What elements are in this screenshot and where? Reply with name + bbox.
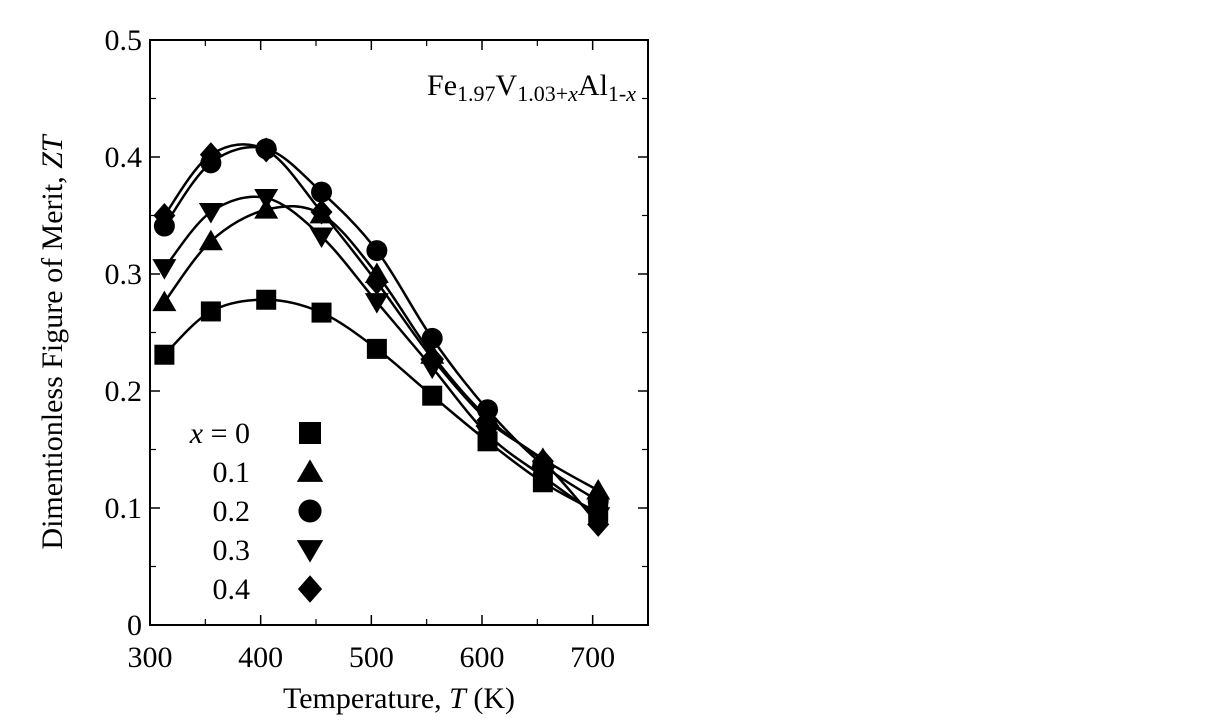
data-point	[587, 511, 610, 537]
x-tick-label: 500	[349, 641, 394, 674]
data-point	[587, 490, 609, 512]
legend-label: 0.4	[213, 573, 251, 606]
data-point	[311, 181, 333, 203]
data-point	[198, 229, 223, 251]
data-point	[198, 202, 223, 224]
data-point	[255, 137, 278, 163]
x-tick-label: 600	[460, 641, 505, 674]
data-point	[530, 467, 555, 488]
chart-title: Fe1.97V1.03+xAl1-x	[427, 69, 636, 106]
y-tick-label: 0.3	[105, 258, 143, 291]
series-x-0-3	[152, 188, 611, 528]
series-x-0-4	[153, 137, 610, 537]
data-point	[256, 289, 277, 310]
y-tick-label: 0.4	[105, 141, 143, 174]
x-axis: 300 400 500 600 700	[128, 40, 615, 674]
x-tick-label: 700	[570, 641, 615, 674]
y-tick-label: 0.2	[105, 375, 143, 408]
legend-label: 0.1	[213, 456, 251, 489]
data-point	[154, 344, 175, 365]
data-point	[476, 407, 499, 433]
data-point	[365, 269, 388, 295]
x-tick-label: 400	[238, 641, 283, 674]
data-point	[254, 188, 279, 210]
y-tick-label: 0	[127, 609, 142, 642]
data-point	[421, 327, 443, 349]
data-point	[531, 448, 554, 474]
data-point	[422, 385, 443, 406]
data-point	[153, 203, 176, 228]
data-point	[421, 345, 444, 371]
legend-marker	[296, 459, 324, 482]
data-point	[310, 199, 333, 225]
data-point	[364, 293, 389, 314]
data-point	[311, 302, 332, 323]
y-tick-label: 0.5	[105, 24, 143, 57]
data-point	[152, 259, 177, 280]
legend: x = 0 0.1 0.2 0.3 0.4	[189, 417, 324, 606]
legend-marker	[296, 540, 324, 563]
legend-label: x = 0	[189, 417, 250, 450]
data-point	[309, 227, 334, 249]
legend-label: 0.2	[213, 495, 251, 528]
data-point	[200, 301, 221, 322]
data-point	[152, 290, 177, 312]
x-tick-label: 300	[128, 641, 173, 674]
data-point	[366, 338, 387, 359]
data-point	[366, 240, 388, 262]
legend-marker	[297, 575, 323, 603]
legend-marker	[299, 422, 321, 444]
y-tick-label: 0.1	[105, 492, 143, 525]
x-axis-label: Temperature, T (K)	[283, 682, 515, 715]
legend-marker	[298, 499, 322, 523]
data-point	[199, 142, 222, 168]
legend-label: 0.3	[213, 534, 251, 567]
data-point	[475, 425, 500, 446]
y-axis-label: Dimentionless Figure of Merit, ZT	[36, 133, 69, 549]
y-axis: 0 0.1 0.2 0.3 0.4 0.5	[105, 24, 648, 642]
